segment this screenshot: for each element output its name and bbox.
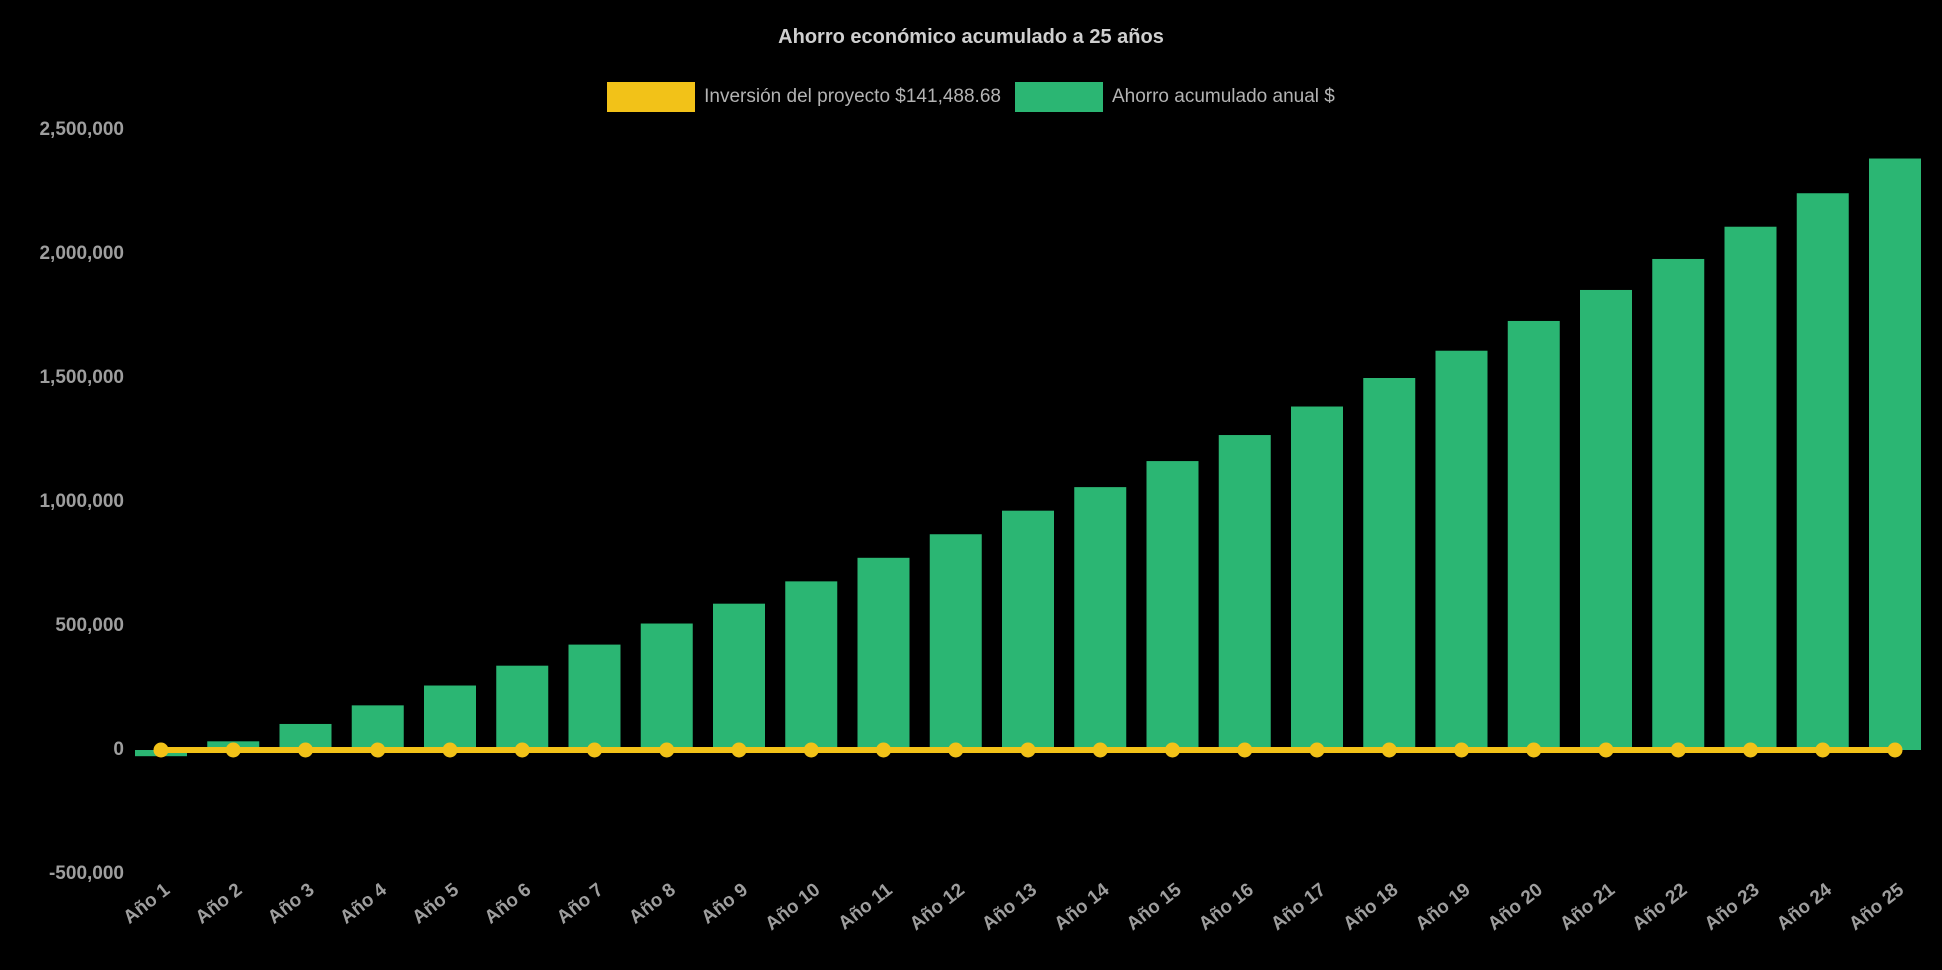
x-axis-tick: Año 12 xyxy=(906,879,969,935)
legend-label-ahorro: Ahorro acumulado anual $ xyxy=(1111,86,1335,107)
x-axis-tick: Año 13 xyxy=(978,879,1041,935)
y-axis-tick: 1,000,000 xyxy=(39,491,124,512)
bar-Año 21[interactable] xyxy=(1580,289,1632,750)
investment-point-Año 18[interactable] xyxy=(1381,742,1397,758)
x-axis-tick: Año 11 xyxy=(835,879,897,934)
investment-point-Año 16[interactable] xyxy=(1237,742,1253,758)
investment-point-Año 1[interactable] xyxy=(153,742,169,758)
bar-Año 5[interactable] xyxy=(424,685,476,750)
x-axis-tick: Año 10 xyxy=(761,879,824,935)
bar-series xyxy=(135,158,1921,757)
investment-point-Año 25[interactable] xyxy=(1887,742,1903,758)
x-axis-tick: Año 17 xyxy=(1267,879,1330,935)
x-axis-tick: Año 15 xyxy=(1123,879,1186,935)
investment-point-Año 5[interactable] xyxy=(442,742,458,758)
x-axis-tick: Año 7 xyxy=(553,879,608,928)
y-axis-tick: 2,000,000 xyxy=(39,243,124,264)
investment-point-Año 8[interactable] xyxy=(659,742,675,758)
bar-Año 12[interactable] xyxy=(929,534,982,750)
bar-Año 19[interactable] xyxy=(1435,350,1488,750)
x-axis-tick: Año 1 xyxy=(120,879,175,928)
bar-Año 7[interactable] xyxy=(568,644,621,750)
bar-Año 14[interactable] xyxy=(1074,487,1127,750)
x-axis-tick: Año 24 xyxy=(1773,879,1836,935)
x-axis-tick: Año 2 xyxy=(192,879,247,928)
bar-Año 13[interactable] xyxy=(1002,510,1054,750)
investment-point-Año 23[interactable] xyxy=(1743,742,1758,758)
bar-Año 6[interactable] xyxy=(496,665,549,750)
legend-item-inversion[interactable]: Inversión del proyecto $141,488.68 xyxy=(607,82,1001,112)
bar-Año 24[interactable] xyxy=(1796,193,1849,751)
investment-point-Año 2[interactable] xyxy=(225,742,241,758)
x-axis: Año 1 Año 2 Año 3 Año 4 Año 5 Año 6 Año 7 Año 8… xyxy=(120,879,1909,935)
x-axis-tick: Año 3 xyxy=(264,879,319,928)
x-axis-tick: Año 25 xyxy=(1845,879,1908,935)
x-axis-tick: Año 9 xyxy=(698,879,753,928)
investment-point-Año 6[interactable] xyxy=(514,742,530,758)
investment-point-Año 21[interactable] xyxy=(1598,742,1614,758)
investment-point-Año 15[interactable] xyxy=(1165,742,1180,758)
x-axis-tick: Año 23 xyxy=(1701,879,1764,935)
bar-Año 20[interactable] xyxy=(1507,320,1560,750)
x-axis-tick: Año 18 xyxy=(1339,879,1402,935)
investment-point-Año 7[interactable] xyxy=(587,742,602,758)
bar-Año 8[interactable] xyxy=(640,623,693,750)
y-axis-tick: 2,500,000 xyxy=(39,119,124,140)
bar-Año 15[interactable] xyxy=(1146,461,1199,750)
bar-Año 18[interactable] xyxy=(1363,378,1416,750)
investment-point-Año 17[interactable] xyxy=(1309,742,1325,758)
x-axis-tick: Año 20 xyxy=(1484,879,1547,935)
bar-Año 25[interactable] xyxy=(1869,158,1921,750)
investment-point-Año 22[interactable] xyxy=(1670,742,1686,758)
legend-swatch-ahorro xyxy=(1014,82,1103,112)
y-axis-tick: 500,000 xyxy=(55,615,124,636)
chart-legend: Inversión del proyecto $141,488.68 Ahorr… xyxy=(0,82,1942,112)
investment-point-Año 10[interactable] xyxy=(803,742,819,758)
y-axis: -500,000 0 500,000 1,000,000 1,500,000 2,000,… xyxy=(39,119,124,884)
x-axis-tick: Año 14 xyxy=(1050,879,1113,935)
investment-point-Año 20[interactable] xyxy=(1526,742,1542,758)
x-axis-tick: Año 4 xyxy=(336,879,391,928)
legend-item-ahorro[interactable]: Ahorro acumulado anual $ xyxy=(1014,82,1335,112)
investment-point-Año 3[interactable] xyxy=(298,742,313,758)
investment-point-Año 4[interactable] xyxy=(370,742,386,758)
bar-Año 11[interactable] xyxy=(857,557,910,750)
investment-point-Año 9[interactable] xyxy=(731,742,747,758)
x-axis-tick: Año 16 xyxy=(1195,879,1258,935)
x-axis-tick: Año 19 xyxy=(1412,879,1475,935)
x-axis-tick: Año 6 xyxy=(481,879,536,928)
bar-Año 23[interactable] xyxy=(1724,226,1777,751)
investment-point-Año 12[interactable] xyxy=(948,742,964,758)
investment-point-Año 13[interactable] xyxy=(1020,742,1036,758)
x-axis-tick: Año 5 xyxy=(409,879,464,928)
x-axis-tick: Año 22 xyxy=(1628,879,1691,935)
bar-Año 16[interactable] xyxy=(1218,435,1271,750)
bar-Año 22[interactable] xyxy=(1652,258,1705,750)
y-axis-tick: 0 xyxy=(113,739,124,760)
investment-point-Año 24[interactable] xyxy=(1815,742,1831,758)
investment-point-Año 14[interactable] xyxy=(1092,742,1108,758)
bar-Año 10[interactable] xyxy=(785,581,838,750)
y-axis-tick: 1,500,000 xyxy=(39,367,124,388)
x-axis-tick: Año 21 xyxy=(1556,879,1619,935)
legend-label-inversion: Inversión del proyecto $141,488.68 xyxy=(704,86,1001,107)
investment-point-Año 11[interactable] xyxy=(876,742,891,758)
chart-title: Ahorro económico acumulado a 25 años xyxy=(778,26,1164,48)
investment-point-Año 19[interactable] xyxy=(1454,742,1469,758)
legend-swatch-inversion xyxy=(607,82,696,112)
bar-Año 9[interactable] xyxy=(713,603,765,750)
bar-Año 17[interactable] xyxy=(1291,406,1343,750)
investment-line-series xyxy=(153,742,1903,758)
y-axis-tick: -500,000 xyxy=(49,863,124,884)
x-axis-tick: Año 8 xyxy=(625,879,680,928)
